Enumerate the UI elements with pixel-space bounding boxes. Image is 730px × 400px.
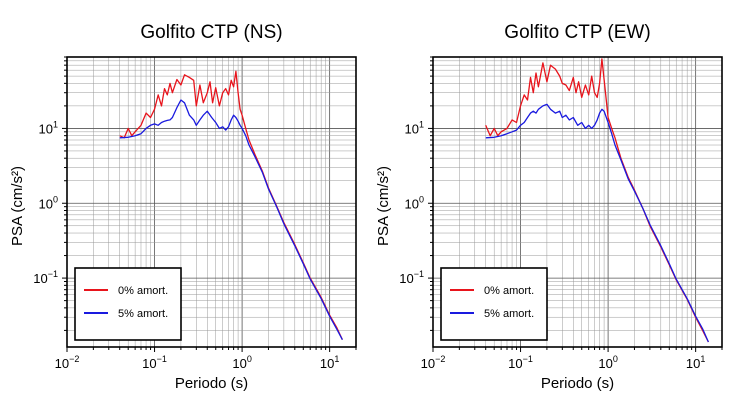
x-tick-label-base: 10 xyxy=(508,356,522,371)
y-tick-label-exp: 1 xyxy=(53,119,58,129)
x-tick-label-exp: −1 xyxy=(157,354,167,364)
x-tick-label-base: 10 xyxy=(142,356,156,371)
x-tick-label: 10−2 xyxy=(421,354,446,371)
y-axis-label: PSA (cm/s²) xyxy=(375,166,392,246)
y-tick-label-base: 10 xyxy=(39,196,53,211)
y-tick-label-exp: −1 xyxy=(414,269,424,279)
x-tick-label-base: 10 xyxy=(55,356,69,371)
x-tick-label-exp: −2 xyxy=(69,354,79,364)
x-tick-label-base: 10 xyxy=(421,356,435,371)
x-tick-label-base: 10 xyxy=(686,356,700,371)
series-line-damping-5 xyxy=(485,103,709,343)
plot-frame xyxy=(432,56,723,348)
legend-box xyxy=(440,267,548,341)
legend-label: 5% amort. xyxy=(118,308,168,320)
plot-frame xyxy=(66,56,357,348)
axis-ticks xyxy=(62,56,357,352)
y-tick-label-exp: 1 xyxy=(419,119,424,129)
y-tick-label: 10−1 xyxy=(33,269,58,286)
x-tick-label-base: 10 xyxy=(320,356,334,371)
x-tick-label: 100 xyxy=(232,354,251,371)
x-tick-label: 101 xyxy=(320,354,339,371)
x-tick-label: 101 xyxy=(686,354,705,371)
x-tick-label-exp: −1 xyxy=(523,354,533,364)
chart-title: Golfito CTP (EW) xyxy=(504,22,650,43)
y-tick-label: 10−1 xyxy=(399,269,424,286)
x-tick-label-base: 10 xyxy=(598,356,612,371)
y-tick-label-exp: 0 xyxy=(53,194,58,204)
axis-ticks xyxy=(428,56,723,352)
y-tick-label: 101 xyxy=(39,119,58,136)
y-tick-label: 100 xyxy=(405,194,424,211)
legend: 0% amort. 5% amort. xyxy=(74,267,182,341)
y-tick-label-base: 10 xyxy=(405,196,419,211)
legend-box xyxy=(74,267,182,341)
x-tick-label-exp: −2 xyxy=(435,354,445,364)
x-tick-label-exp: 1 xyxy=(700,354,705,364)
y-tick-label: 101 xyxy=(405,119,424,136)
y-axis-label: PSA (cm/s²) xyxy=(9,166,26,246)
x-tick-label-exp: 1 xyxy=(334,354,339,364)
x-axis-label: Periodo (s) xyxy=(175,375,248,392)
y-tick-label-exp: 0 xyxy=(419,194,424,204)
y-tick-label-base: 10 xyxy=(39,121,53,136)
y-tick-label-exp: −1 xyxy=(48,269,58,279)
legend-label: 5% amort. xyxy=(484,308,534,320)
legend-label: 0% amort. xyxy=(118,285,168,297)
x-axis-label: Periodo (s) xyxy=(541,375,614,392)
x-tick-label-base: 10 xyxy=(232,356,246,371)
x-tick-label: 10−1 xyxy=(142,354,167,371)
x-tick-label: 10−2 xyxy=(55,354,80,371)
y-tick-label-base: 10 xyxy=(405,121,419,136)
x-tick-label: 10−1 xyxy=(508,354,533,371)
x-tick-label-exp: 0 xyxy=(247,354,252,364)
legend-label: 0% amort. xyxy=(484,285,534,297)
y-tick-label-base: 10 xyxy=(399,271,413,286)
x-tick-label-exp: 0 xyxy=(613,354,618,364)
legend: 0% amort. 5% amort. xyxy=(440,267,548,341)
x-tick-label: 100 xyxy=(598,354,617,371)
chart-title: Golfito CTP (NS) xyxy=(140,22,282,43)
y-tick-label: 100 xyxy=(39,194,58,211)
y-tick-label-base: 10 xyxy=(33,271,47,286)
series-line-damping-5 xyxy=(119,99,343,341)
